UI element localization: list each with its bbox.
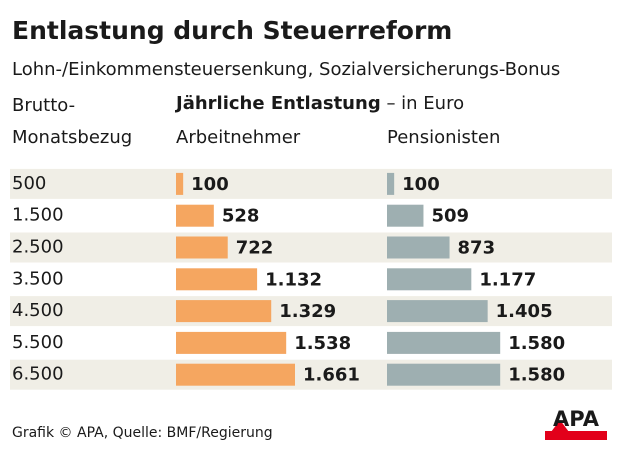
bar [387, 331, 501, 354]
series-name: Arbeitnehmer [176, 127, 301, 148]
bar [176, 363, 295, 386]
value-label: 873 [458, 238, 496, 259]
category-label: 3.500 [12, 268, 64, 289]
bar [387, 268, 472, 291]
value-label: 1.177 [479, 269, 536, 290]
bar [176, 204, 214, 227]
chart-title: Entlastung durch Steuerreform [12, 16, 452, 45]
row-band [10, 232, 612, 263]
category-label: 6.500 [12, 364, 64, 385]
category-header: Brutto- [12, 95, 75, 116]
category-label: 5.500 [12, 332, 64, 353]
value-label: 1.329 [279, 301, 336, 322]
value-label: 100 [191, 174, 229, 195]
bar [176, 172, 184, 195]
value-label: 1.580 [508, 365, 565, 386]
category-label: 1.500 [12, 205, 64, 226]
category-header: Monatsbezug [12, 127, 132, 148]
logo-shape [545, 431, 607, 440]
value-unit: – in Euro [386, 93, 464, 114]
bar [176, 236, 228, 259]
series-name: Pensionisten [387, 127, 500, 148]
bar [387, 204, 424, 227]
logo-text: APA [553, 407, 600, 431]
bar [387, 172, 395, 195]
row-band [10, 168, 612, 199]
bar [387, 300, 488, 323]
bar [176, 331, 287, 354]
value-label: 528 [222, 206, 260, 227]
chart-subtitle: Lohn-/Einkommensteuersenkung, Sozialvers… [12, 59, 560, 80]
category-label: 500 [12, 173, 46, 194]
value-header: Jährliche Entlastung – in Euro [174, 93, 464, 114]
value-label: 1.538 [294, 333, 351, 354]
bar [176, 300, 272, 323]
value-label: 100 [402, 174, 440, 195]
bar [387, 236, 450, 259]
category-label: 4.500 [12, 300, 64, 321]
bar [176, 268, 258, 291]
row-band [10, 296, 612, 327]
source: Grafik © APA, Quelle: BMF/Regierung [12, 425, 273, 441]
logo: APA [545, 407, 607, 440]
value-label: 722 [236, 238, 274, 259]
value-label: 1.132 [265, 269, 322, 290]
row-band [10, 359, 612, 390]
category-label: 2.500 [12, 237, 64, 258]
value-label: 1.661 [303, 365, 360, 386]
value-label: 1.580 [508, 333, 565, 354]
bar [387, 363, 501, 386]
value-label: 1.405 [496, 301, 553, 322]
value-header-title: Jährliche Entlastung [174, 93, 381, 114]
value-label: 509 [431, 206, 469, 227]
